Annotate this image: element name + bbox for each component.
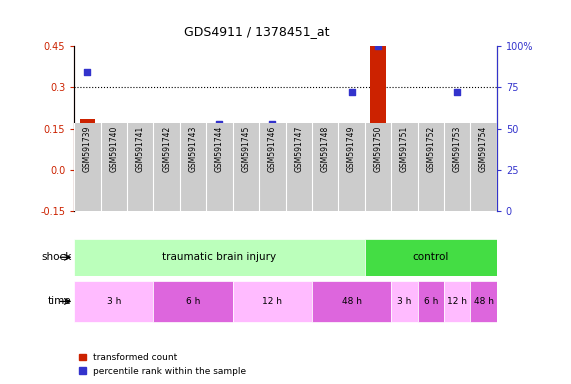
Text: GSM591742: GSM591742 xyxy=(162,126,171,172)
Text: GSM591745: GSM591745 xyxy=(242,126,251,172)
Bar xyxy=(132,138,148,170)
Bar xyxy=(317,170,333,171)
Point xyxy=(162,165,171,171)
Bar xyxy=(417,281,444,322)
Text: 48 h: 48 h xyxy=(341,297,361,306)
Text: GSM591751: GSM591751 xyxy=(400,126,409,172)
Point xyxy=(109,162,118,168)
Text: GSM591744: GSM591744 xyxy=(215,126,224,172)
Point xyxy=(453,89,462,95)
Point xyxy=(426,200,435,206)
Text: shock: shock xyxy=(41,252,71,262)
Point xyxy=(242,126,251,132)
Bar xyxy=(74,239,365,276)
Text: traumatic brain injury: traumatic brain injury xyxy=(162,252,276,262)
Text: GSM591743: GSM591743 xyxy=(188,126,198,172)
Text: 3 h: 3 h xyxy=(397,297,412,306)
Bar xyxy=(396,170,412,188)
Point xyxy=(320,142,329,148)
Bar xyxy=(185,170,201,171)
Bar xyxy=(211,170,227,171)
Bar xyxy=(233,281,312,322)
Text: 48 h: 48 h xyxy=(473,297,493,306)
Point xyxy=(268,121,277,127)
Text: time: time xyxy=(48,296,71,306)
Bar xyxy=(238,170,254,171)
Bar xyxy=(344,147,359,170)
Legend: transformed count, percentile rank within the sample: transformed count, percentile rank withi… xyxy=(79,353,246,376)
Bar xyxy=(264,170,280,171)
Text: control: control xyxy=(413,252,449,262)
Bar xyxy=(365,239,497,276)
Bar xyxy=(423,140,439,170)
Point xyxy=(347,89,356,95)
Text: GSM591739: GSM591739 xyxy=(83,126,92,172)
Bar xyxy=(79,119,95,170)
Text: GSM591749: GSM591749 xyxy=(347,126,356,172)
Point xyxy=(215,121,224,127)
Bar xyxy=(106,170,122,185)
Bar xyxy=(391,281,417,322)
Bar xyxy=(471,281,497,322)
Point xyxy=(136,200,145,206)
Text: GSM591740: GSM591740 xyxy=(109,126,118,172)
Point xyxy=(294,155,303,161)
Text: GDS4911 / 1378451_at: GDS4911 / 1378451_at xyxy=(184,25,329,38)
Text: GSM591746: GSM591746 xyxy=(268,126,277,172)
Bar xyxy=(370,45,386,170)
Text: 6 h: 6 h xyxy=(424,297,438,306)
Text: GSM591747: GSM591747 xyxy=(294,126,303,172)
Text: 6 h: 6 h xyxy=(186,297,200,306)
Bar xyxy=(154,281,233,322)
Bar xyxy=(449,170,465,171)
Text: GSM591750: GSM591750 xyxy=(373,126,383,172)
Text: GSM591748: GSM591748 xyxy=(320,126,329,172)
Text: 3 h: 3 h xyxy=(107,297,121,306)
Bar xyxy=(291,170,307,188)
Point xyxy=(188,139,198,145)
Text: 12 h: 12 h xyxy=(447,297,467,306)
Text: GSM591753: GSM591753 xyxy=(453,126,462,172)
Bar xyxy=(159,170,175,203)
Text: 12 h: 12 h xyxy=(262,297,282,306)
Text: GSM591752: GSM591752 xyxy=(426,126,435,172)
Point xyxy=(400,159,409,165)
Point xyxy=(373,43,383,49)
Point xyxy=(479,146,488,152)
Text: GSM591741: GSM591741 xyxy=(136,126,145,172)
Bar xyxy=(312,281,391,322)
Bar xyxy=(74,281,154,322)
Point xyxy=(83,70,92,76)
Bar xyxy=(444,281,471,322)
Text: GSM591754: GSM591754 xyxy=(479,126,488,172)
Bar xyxy=(476,170,492,196)
